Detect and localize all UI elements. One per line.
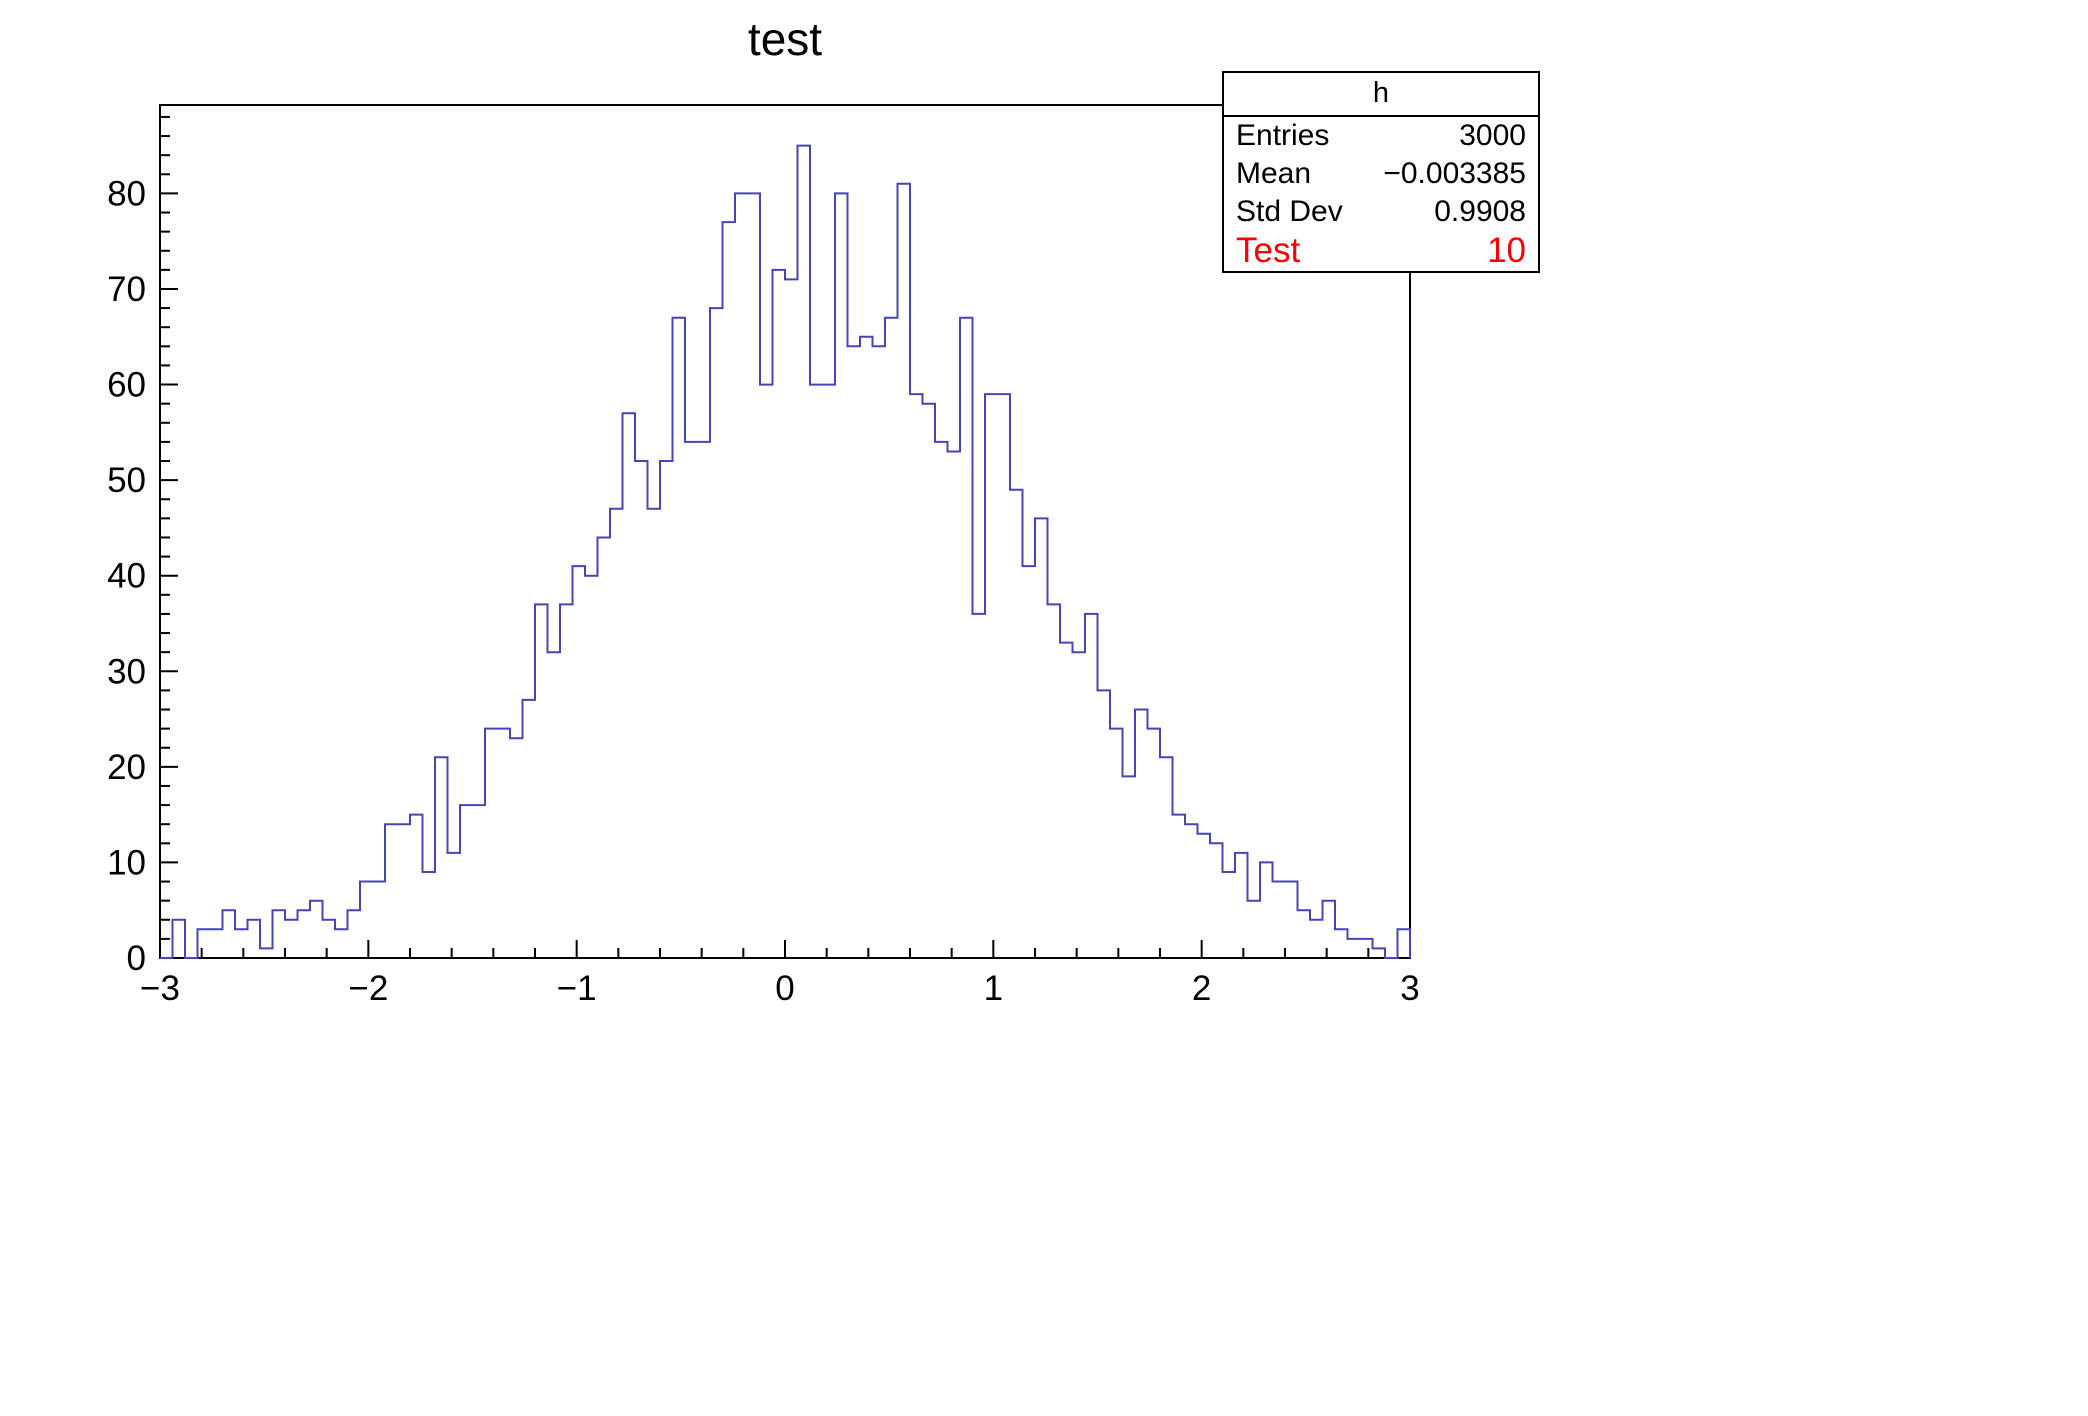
svg-text:0: 0 [127,939,146,978]
svg-text:50: 50 [107,461,146,500]
stat-label-test: Test [1236,231,1301,270]
stat-label-entries: Entries [1236,119,1330,152]
svg-text:30: 30 [107,652,146,691]
chart-title: test [747,13,823,65]
stat-value-mean: −0.003385 [1383,157,1526,190]
svg-text:70: 70 [107,270,146,309]
stat-row-entries: Entries 3000 [1224,117,1538,155]
svg-text:−1: −1 [557,969,597,1008]
svg-text:40: 40 [107,557,146,596]
svg-text:10: 10 [107,843,146,882]
svg-text:60: 60 [107,366,146,405]
stat-row-mean: Mean −0.003385 [1224,155,1538,193]
svg-text:80: 80 [107,174,146,213]
stat-label-stddev: Std Dev [1236,195,1343,228]
svg-text:3: 3 [1400,969,1419,1008]
stat-value-test: 10 [1487,231,1526,270]
svg-text:−3: −3 [140,969,180,1008]
svg-text:−2: −2 [348,969,388,1008]
svg-text:20: 20 [107,748,146,787]
stats-box-title: h [1224,73,1538,117]
stat-value-entries: 3000 [1459,119,1526,152]
stat-label-mean: Mean [1236,157,1312,190]
stat-row-test: Test 10 [1224,231,1538,271]
svg-text:1: 1 [984,969,1003,1008]
stat-value-stddev: 0.9908 [1434,195,1526,228]
svg-text:2: 2 [1192,969,1211,1008]
stats-box: h Entries 3000 Mean −0.003385 Std Dev 0.… [1222,71,1540,273]
stat-row-stddev: Std Dev 0.9908 [1224,193,1538,231]
svg-text:0: 0 [775,969,794,1008]
